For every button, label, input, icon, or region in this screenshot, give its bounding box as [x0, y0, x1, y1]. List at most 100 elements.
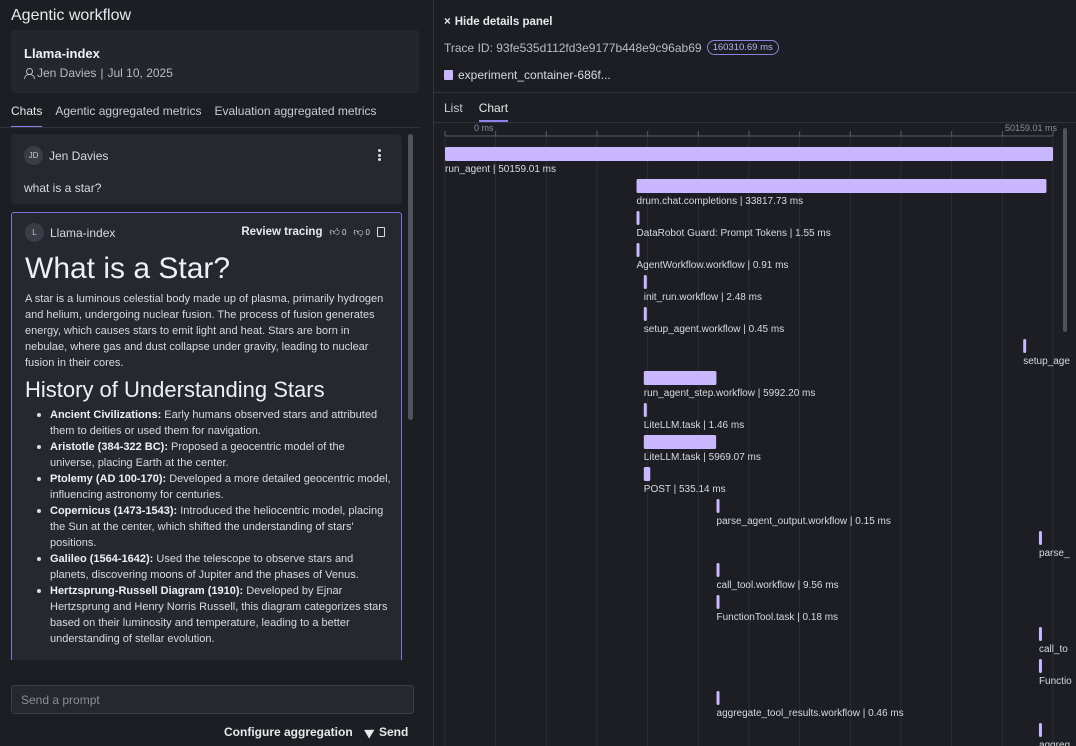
list-item-desc: Developed a more detailed geocentric mod… [50, 473, 391, 501]
close-icon: × [444, 16, 451, 28]
response-subheading: History of Understanding Stars [25, 377, 325, 402]
span-bar [716, 691, 720, 705]
tabs-divider [0, 127, 420, 128]
tab-list[interactable]: List [444, 101, 463, 115]
span-bar [1038, 531, 1042, 545]
user-icon [24, 68, 35, 79]
list-item-desc: Proposed a geocentric model of the unive… [50, 441, 345, 469]
response-heading: What is a Star? [25, 252, 231, 285]
thumbs-down-button[interactable]: 👎︎ 0 [353, 226, 370, 238]
span-bar [643, 403, 647, 417]
span-bar [636, 243, 640, 257]
span-bar [636, 179, 1047, 193]
message-author: Jen Davies [49, 149, 109, 163]
span-label: drum.chat.completions | 33817.73 ms [637, 196, 804, 207]
send-icon [364, 725, 377, 739]
span-bar [716, 499, 720, 513]
span-label: FunctionTool.task | 0.18 ms [717, 612, 839, 623]
list-item-term: Hertzsprung-Russell Diagram (1910): [50, 585, 244, 597]
span-label: call_to [1039, 644, 1068, 655]
span-label: setup_agent.workflow | 0.45 ms [644, 324, 784, 335]
project-date: Jul 10, 2025 [107, 66, 173, 80]
chat-scrollbar[interactable] [408, 134, 413, 420]
response-intro: A star is a luminous celestial body made… [25, 293, 384, 369]
list-item-term: Ptolemy (AD 100-170): [50, 473, 167, 485]
experiment-container-name: experiment_container-686f... [458, 68, 611, 82]
list-item-desc: Developed by Ejnar Hertzsprung and Henry… [50, 585, 388, 645]
span-label: DataRobot Guard: Prompt Tokens | 1.55 ms [637, 228, 831, 239]
details-panel: × Hide details panel Trace ID: 93fe535d11… [433, 0, 1076, 746]
span-bar [643, 467, 651, 481]
container-color-swatch [444, 70, 453, 80]
span-label: parse_ [1039, 548, 1070, 559]
more-options-icon[interactable] [377, 149, 381, 161]
thumbs-up-icon: 👍︎ [329, 227, 340, 238]
thumbs-down-icon: 👎︎ [353, 227, 364, 238]
list-item-term: Galileo (1564-1642): [50, 553, 154, 565]
message-author: Llama-index [50, 226, 116, 240]
span-bar [643, 435, 717, 449]
span-bar [643, 371, 717, 385]
send-button[interactable]: Send [364, 725, 409, 739]
tab-chats[interactable]: Chats [11, 104, 43, 128]
span-label: aggreg [1039, 740, 1070, 746]
chart-scrollbar[interactable] [1063, 128, 1067, 332]
span-label: parse_agent_output.workflow | 0.15 ms [717, 516, 891, 527]
list-item-term: Copernicus (1473-1543): [50, 505, 178, 517]
list-item: Copernicus (1473-1543): Introduced the h… [37, 503, 391, 551]
hide-details-label: Hide details panel [454, 16, 553, 28]
span-label: aggregate_tool_results.workflow | 0.46 m… [717, 708, 904, 719]
span-label: AgentWorkflow.workflow | 0.91 ms [637, 260, 789, 271]
span-label: LiteLLM.task | 1.46 ms [644, 420, 744, 431]
span-bar [445, 147, 1053, 161]
thumbs-up-button[interactable]: 👍︎ 0 [329, 226, 346, 238]
span-bar [1038, 723, 1042, 737]
span-label: call_tool.workflow | 9.56 ms [717, 580, 839, 591]
configure-aggregation-button[interactable]: Configure aggregation [224, 725, 353, 739]
list-item: Ancient Civilizations: Early humans obse… [37, 407, 391, 439]
list-item-desc: Early humans observed stars and attribut… [50, 409, 378, 437]
list-item-term: Ancient Civilizations: [50, 409, 162, 421]
meta-separator: | [100, 66, 104, 80]
tab-evaluation-aggregated-metrics[interactable]: Evaluation aggregated metrics [214, 104, 377, 118]
message-content: What is a Star? A star is a luminous cel… [25, 251, 391, 647]
copy-icon[interactable] [377, 227, 385, 237]
project-name: Llama-index [24, 46, 100, 61]
span-bar [643, 275, 647, 289]
project-card: Llama-index Jen Davies | Jul 10, 2025 [11, 30, 419, 93]
list-item: Galileo (1564-1642): Used the telescope … [37, 551, 391, 583]
span-bar [716, 563, 720, 577]
dislikes-count: 0 [365, 227, 370, 237]
avatar: JD [24, 146, 43, 165]
project-meta: Jen Davies | Jul 10, 2025 [24, 66, 173, 80]
span-label: POST | 535.14 ms [644, 484, 726, 495]
span-label: run_agent_step.workflow | 5992.20 ms [644, 388, 816, 399]
duration-badge: 160310.69 ms [706, 40, 779, 55]
span-bar [1038, 659, 1042, 673]
axis-start-label: 0 ms [474, 123, 494, 133]
span-label: setup_age [1023, 356, 1070, 367]
trace-id-text: Trace ID: 93fe535d112fd3e9177b448e9c96ab… [444, 40, 702, 55]
span-label: Functio [1039, 676, 1072, 687]
span-bar [1023, 339, 1027, 353]
span-label: run_agent | 50159.01 ms [445, 164, 556, 175]
trace-gantt-chart: 0 ms 50159.01 ms run_agent | 50159.01 ms dr… [444, 123, 1072, 746]
prompt-input[interactable] [11, 685, 414, 714]
send-label: Send [379, 725, 409, 739]
span-bar [716, 595, 720, 609]
span-label: LiteLLM.task | 5969.07 ms [644, 452, 761, 463]
review-tracing-button[interactable]: Review tracing [241, 226, 323, 238]
span-bar [1038, 627, 1042, 641]
likes-count: 0 [341, 227, 347, 237]
list-item-desc: Used the telescope to observe stars and … [50, 553, 359, 581]
tab-chart[interactable]: Chart [478, 101, 509, 122]
trace-id: Trace ID: 93fe535d112fd3e9177b448e9c96ab… [444, 40, 779, 55]
message-text: what is a star? [24, 181, 102, 195]
experiment-container: experiment_container-686f... [444, 68, 611, 82]
user-message: JD Jen Davies what is a star? [11, 134, 402, 204]
tab-agentic-aggregated-metrics[interactable]: Agentic aggregated metrics [55, 104, 202, 118]
history-list: Ancient Civilizations: Early humans obse… [25, 407, 391, 647]
span-bar [643, 307, 647, 321]
hide-details-button[interactable]: × Hide details panel [444, 16, 553, 28]
chat-history[interactable]: JD Jen Davies what is a star? L Llama-in… [11, 134, 403, 660]
